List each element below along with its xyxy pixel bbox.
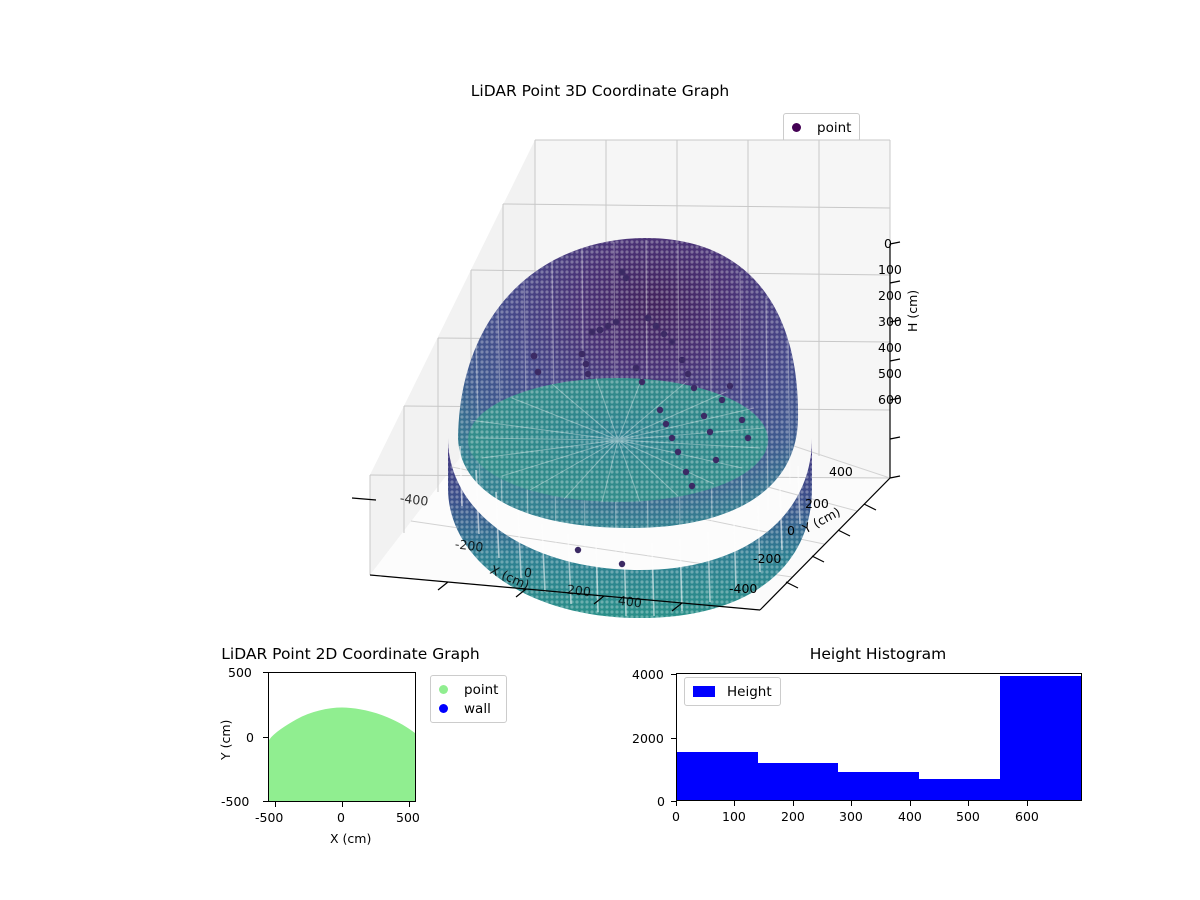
plot2d-ytickmark-0: [263, 737, 268, 738]
plot2d-xtickmark-500: [409, 802, 410, 807]
plot2d-yaxis-label: Y (cm): [218, 719, 233, 760]
plot3d-axes[interactable]: [330, 120, 930, 640]
hist-ytick-0: 0: [657, 794, 665, 809]
plot3d-ytick-neg400: -400: [729, 581, 758, 596]
legend-label-point: point: [464, 681, 499, 698]
plot3d-title: LiDAR Point 3D Coordinate Graph: [470, 82, 730, 100]
hist-xtick-0: 0: [672, 809, 680, 824]
hist-ytickmark-2000: [671, 738, 676, 739]
hist-xtick-600: 600: [1015, 809, 1039, 824]
hist-xtickmark-100: [734, 801, 735, 806]
plot2d-point-cloud: [269, 707, 415, 801]
histogram-bar: [757, 762, 839, 800]
point-marker-icon: [439, 685, 448, 694]
hist-ytickmark-0: [671, 801, 676, 802]
plot2d-ytickmark-500: [263, 672, 268, 673]
plot3d-ytick-200: 200: [805, 496, 829, 511]
height-bar-swatch-icon: [693, 686, 715, 697]
plot3d-ztick-100: 100: [878, 262, 902, 277]
plot2d-ytick-neg500: -500: [221, 794, 250, 809]
hist-xtickmark-400: [910, 801, 911, 806]
histogram-title: Height Histogram: [809, 645, 947, 663]
plot3d-xtick-200: 200: [566, 581, 592, 600]
plot2d-xtick-500: 500: [396, 810, 420, 825]
point-marker-icon: [792, 123, 801, 132]
plot3d-ztick-200: 200: [878, 288, 902, 303]
hist-xtickmark-300: [851, 801, 852, 806]
hist-xtick-100: 100: [722, 809, 746, 824]
hist-ytick-2000: 2000: [632, 731, 664, 746]
plot2d-xtick-neg500: -500: [255, 810, 284, 825]
hist-ytickmark-4000: [671, 674, 676, 675]
legend-label-height: Height: [727, 683, 772, 700]
plot3d-ztick-400: 400: [878, 340, 902, 355]
hist-xtick-300: 300: [839, 809, 863, 824]
histogram-bar: [677, 751, 758, 800]
legend-item-point: point: [439, 680, 498, 699]
plot2d-ytick-0: 0: [246, 730, 254, 745]
plot3d-ztick-500: 500: [878, 366, 902, 381]
plot3d-xtick-400: 400: [617, 592, 643, 611]
legend-label-point: point: [817, 119, 852, 136]
plot3d-ytick-0: 0: [787, 523, 795, 538]
hist-xtick-200: 200: [781, 809, 805, 824]
plot2d-title: LiDAR Point 2D Coordinate Graph: [221, 645, 480, 663]
plot3d-zaxis-label: H (cm): [905, 289, 920, 332]
histogram-bar: [919, 778, 1000, 800]
hist-xtick-400: 400: [898, 809, 922, 824]
legend-label-wall: wall: [464, 700, 491, 717]
histogram-bar: [838, 772, 920, 800]
hist-ytick-4000: 4000: [632, 667, 664, 682]
plot3d-ytick-neg200: -200: [753, 551, 782, 566]
hist-xtickmark-500: [968, 801, 969, 806]
plot3d-legend: point: [783, 113, 861, 142]
legend-item-point: point: [792, 118, 851, 137]
plot2d-ytick-500: 500: [228, 665, 252, 680]
plot2d-xtickmark-neg500: [275, 802, 276, 807]
hist-xtickmark-600: [1027, 801, 1028, 806]
wall-marker-icon: [439, 704, 448, 713]
plot3d-canvas: [351, 139, 901, 619]
plot3d-ztick-600: 600: [878, 392, 902, 407]
legend-item-height: Height: [693, 682, 772, 701]
histogram-legend: Height: [684, 677, 781, 706]
histogram-bar: [999, 676, 1081, 800]
legend-item-wall: wall: [439, 699, 498, 718]
plot2d-legend: point wall: [430, 675, 508, 723]
plot3d-ztick-0: 0: [884, 236, 892, 251]
hist-xtick-500: 500: [956, 809, 980, 824]
plot2d-axes[interactable]: [268, 672, 416, 802]
plot2d-xtickmark-0: [342, 802, 343, 807]
hist-xtickmark-0: [676, 801, 677, 806]
plot3d-ytick-400: 400: [829, 464, 853, 479]
histogram-bars: [677, 674, 1081, 800]
plot2d-xaxis-label: X (cm): [330, 831, 372, 846]
plot2d-xtick-0: 0: [337, 810, 345, 825]
plot2d-ytickmark-neg500: [263, 801, 268, 802]
hist-xtickmark-200: [793, 801, 794, 806]
plot3d-ztick-300: 300: [878, 314, 902, 329]
